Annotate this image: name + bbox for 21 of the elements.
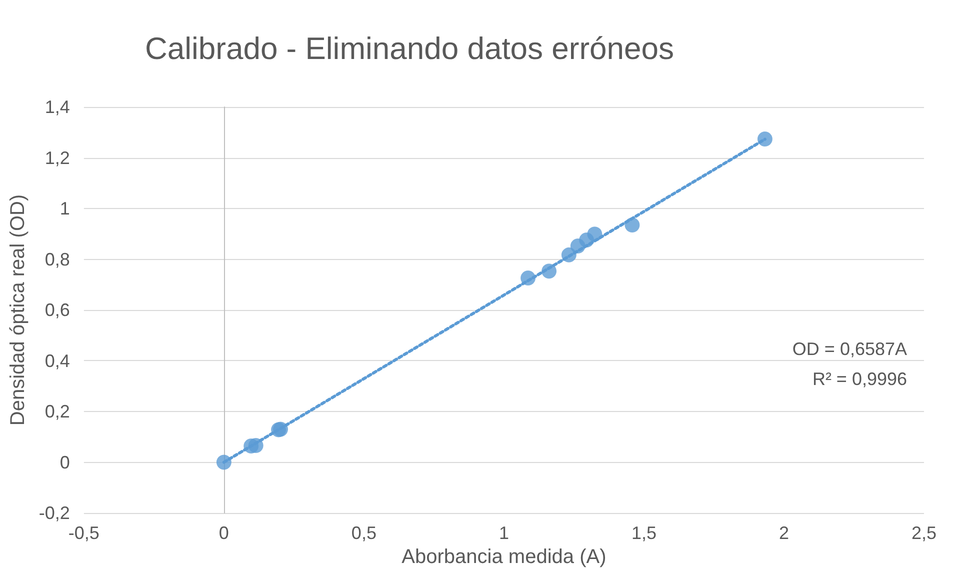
y-tick-label: 0,8: [44, 249, 70, 270]
x-tick-label: 1,5: [631, 523, 656, 543]
x-tick-label: 1: [498, 523, 509, 543]
x-tick-label: 0: [218, 523, 229, 543]
y-tick-label: 1,2: [44, 148, 70, 168]
y-tick-label: 1,4: [44, 97, 70, 117]
x-axis-title: Aborbancia medida (A): [402, 546, 606, 568]
x-tick-label: 2,5: [911, 523, 937, 543]
y-tick-label: 0,2: [44, 402, 70, 422]
x-tick-label: 2: [778, 523, 789, 543]
y-tick-label: 0: [60, 452, 70, 472]
x-tick-label: -0,5: [68, 523, 100, 543]
y-axis-title: Densidad óptica real (OD): [7, 194, 29, 426]
y-tick-label: 0,6: [44, 300, 70, 320]
chart-title: Calibrado - Eliminando datos erróneos: [145, 31, 674, 66]
annotation: OD = 0,6587A: [792, 339, 908, 359]
y-tick-label: 0,4: [44, 350, 70, 371]
y-tick-label: 1: [60, 198, 70, 218]
y-tick-label: -0,2: [38, 503, 70, 523]
x-tick-label: 0,5: [351, 523, 376, 543]
annotation: R² = 0,9996: [812, 369, 907, 389]
